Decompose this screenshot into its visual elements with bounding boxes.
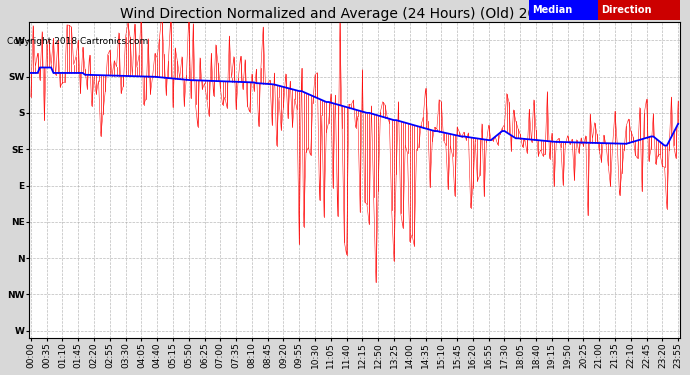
Text: Median: Median [532,5,572,15]
Text: Direction: Direction [601,5,651,15]
Text: Copyright 2018 Cartronics.com: Copyright 2018 Cartronics.com [7,38,148,46]
Title: Wind Direction Normalized and Average (24 Hours) (Old) 20180125: Wind Direction Normalized and Average (2… [120,7,589,21]
